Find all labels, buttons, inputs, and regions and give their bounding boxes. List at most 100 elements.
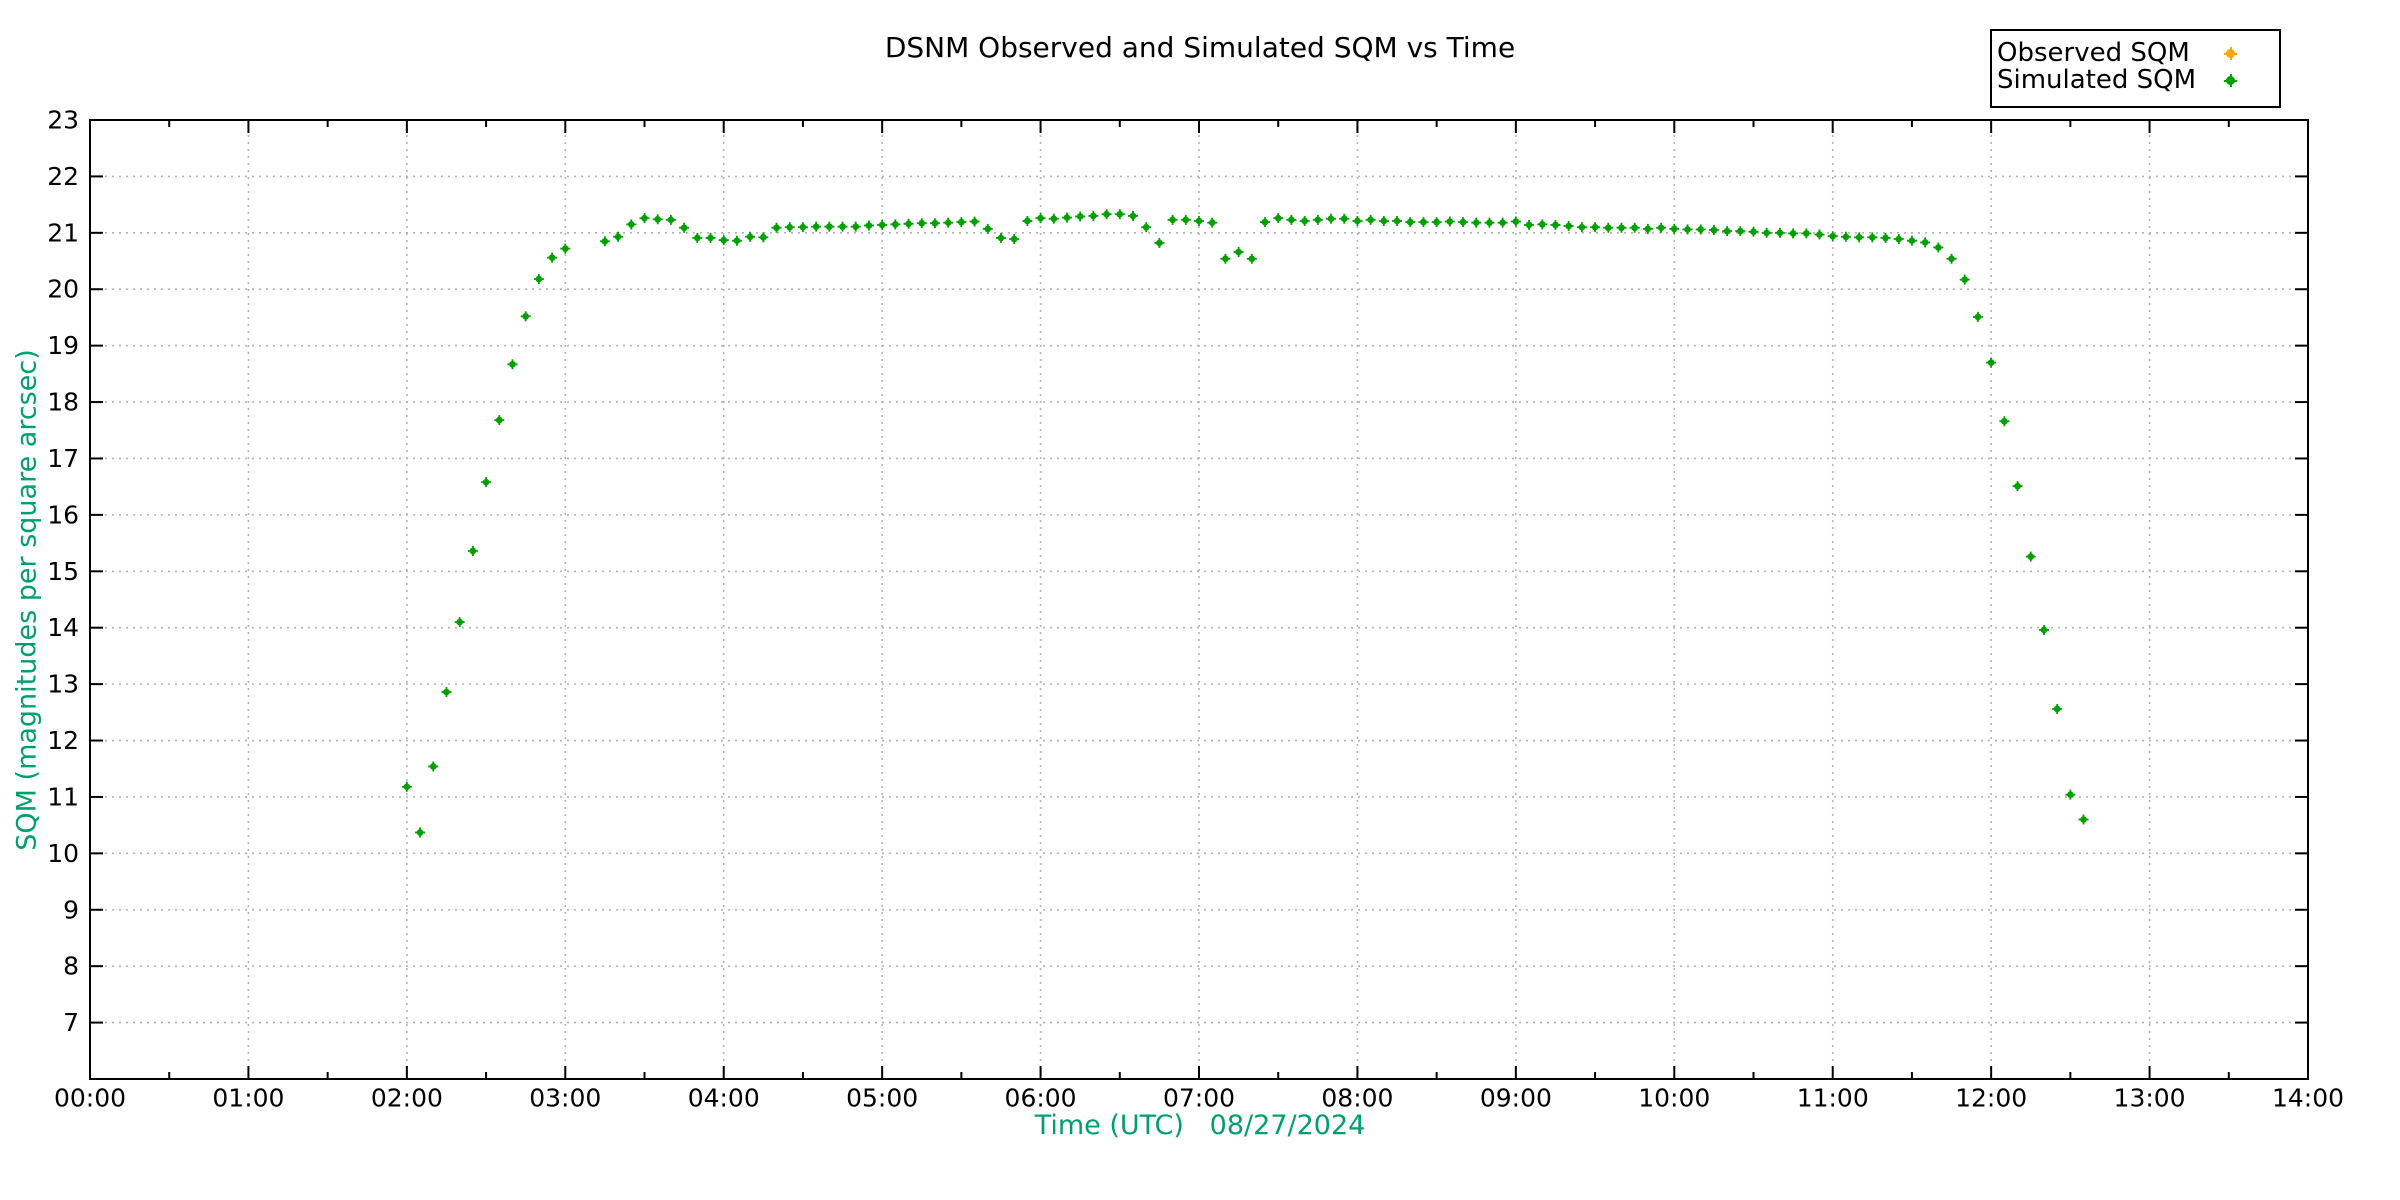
data-point (1286, 214, 1297, 225)
x-tick-label: 00:00 (54, 1083, 126, 1112)
data-point (1233, 247, 1244, 258)
data-point (1629, 222, 1640, 233)
data-point (797, 222, 808, 233)
y-tick-label: 23 (47, 106, 79, 135)
data-point (2078, 814, 2089, 825)
x-tick-label: 13:00 (2114, 1083, 2186, 1112)
x-tick-label: 04:00 (688, 1083, 760, 1112)
data-point (956, 217, 967, 228)
x-tick-label: 09:00 (1480, 1083, 1552, 1112)
y-tick-label: 7 (63, 1008, 79, 1037)
y-tick-label: 16 (47, 500, 79, 529)
data-point (1194, 215, 1204, 226)
data-point (1260, 217, 1271, 228)
y-tick-label: 13 (47, 670, 79, 699)
data-point (1471, 217, 1482, 228)
data-point (916, 218, 927, 229)
data-point (2052, 703, 2063, 714)
data-point (639, 213, 650, 224)
y-tick-label: 17 (47, 444, 79, 473)
data-point (1312, 214, 1323, 225)
chart-title: DSNM Observed and Simulated SQM vs Time (884, 31, 1516, 64)
data-point (1748, 226, 1759, 237)
data-point (507, 359, 518, 370)
y-axis-title: SQM (magnitudes per square arcsec) (11, 349, 43, 851)
data-point (626, 219, 637, 230)
data-point (1722, 226, 1733, 237)
data-point (494, 415, 505, 426)
data-point (1418, 217, 1429, 228)
data-point (745, 231, 756, 242)
data-point (1920, 237, 1931, 248)
data-point (547, 252, 558, 263)
data-point (1352, 215, 1363, 226)
data-point (969, 216, 980, 227)
data-point (982, 223, 993, 234)
data-point (1695, 224, 1706, 235)
data-point (1959, 274, 1970, 285)
data-point (454, 617, 465, 628)
x-tick-labels: 00:00 01:00 02:00 03:00 04:00 05:00 06:00 07:00… (54, 1083, 2344, 1112)
data-point (1273, 213, 1284, 224)
data-point (1075, 211, 1086, 222)
data-point (1656, 222, 1667, 233)
data-point (1510, 216, 1521, 227)
data-point (1999, 416, 2010, 427)
data-point (1246, 253, 1257, 264)
data-point (652, 214, 663, 225)
data-point (1326, 213, 1337, 224)
legend-item-simulated-sqm: Simulated SQM (1992, 67, 2279, 94)
data-point (428, 761, 439, 772)
data-point (692, 232, 703, 243)
data-point (1774, 227, 1785, 238)
data-point (1563, 221, 1574, 232)
data-point (520, 311, 531, 322)
data-point (771, 222, 782, 233)
data-point (679, 222, 690, 233)
data-point (2012, 481, 2023, 492)
data-point (837, 221, 848, 232)
data-point (1880, 232, 1891, 243)
data-point (1458, 217, 1469, 228)
data-point (1735, 226, 1746, 237)
plot-frame (89, 119, 2309, 1080)
data-point (1180, 214, 1191, 225)
data-point (1972, 311, 1983, 322)
data-point (705, 232, 716, 243)
data-point (1061, 212, 1072, 223)
data-point (1708, 225, 1719, 236)
data-point (2065, 789, 2076, 800)
data-point (1827, 231, 1838, 242)
data-point (1906, 235, 1917, 246)
data-point (415, 827, 426, 838)
y-tick-labels: 7 8 9 10 11 12 13 14 15 16 17 18 19 20 21 22 23 (47, 106, 79, 1038)
legend-label-observed-sqm: Observed SQM (1997, 38, 2190, 68)
x-tick-label: 06:00 (1005, 1083, 1077, 1112)
data-point (943, 217, 954, 228)
data-point (1114, 209, 1125, 220)
data-point (1339, 213, 1350, 224)
y-tick-label: 9 (63, 895, 79, 924)
data-point (1207, 217, 1218, 228)
data-point (599, 236, 610, 247)
data-point (1814, 229, 1825, 240)
data-point (1576, 222, 1587, 233)
data-point (1524, 219, 1535, 230)
data-point (1497, 217, 1508, 228)
data-point (1167, 214, 1178, 225)
y-tick-label: 15 (47, 557, 79, 586)
axis-ticks (89, 119, 2309, 1079)
data-point (665, 214, 676, 225)
data-point (1642, 223, 1653, 234)
data-point (1867, 232, 1878, 243)
data-point (929, 218, 940, 229)
y-tick-label: 21 (47, 218, 79, 247)
data-point (1299, 215, 1310, 226)
data-point (1154, 237, 1165, 248)
simulated-sqm-marker-icon (2224, 74, 2237, 87)
legend-label-simulated-sqm: Simulated SQM (1997, 65, 2197, 95)
data-point (481, 477, 492, 488)
data-point (1682, 224, 1693, 235)
data-point (1933, 242, 1944, 253)
